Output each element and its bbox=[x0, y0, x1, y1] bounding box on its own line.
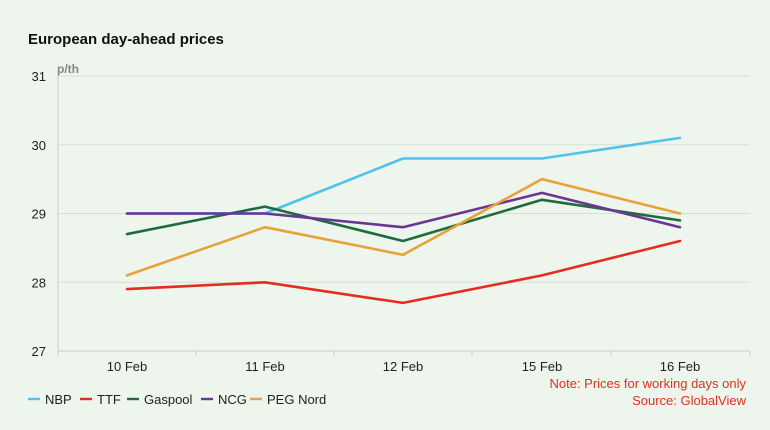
y-tick-label: 27 bbox=[32, 344, 46, 359]
legend-label: PEG Nord bbox=[267, 392, 326, 407]
y-unit-label: p/th bbox=[57, 62, 79, 76]
y-tick-label: 30 bbox=[32, 138, 46, 153]
y-tick-label: 29 bbox=[32, 207, 46, 222]
x-tick-label: 12 Feb bbox=[383, 359, 423, 374]
series-line-gaspool bbox=[125, 198, 682, 243]
x-tick-label: 11 Feb bbox=[245, 359, 285, 374]
legend-label: TTF bbox=[97, 392, 121, 407]
source-text: Source: GlobalView bbox=[632, 393, 747, 408]
x-tick-label: 15 Feb bbox=[522, 359, 562, 374]
series-line-ttf bbox=[125, 239, 682, 305]
series-line-peg-nord bbox=[125, 177, 682, 277]
legend-label: NCG bbox=[218, 392, 247, 407]
y-axis-tick-labels: 31 30 29 28 27 bbox=[32, 69, 46, 359]
note-text: Note: Prices for working days only bbox=[549, 376, 746, 391]
x-axis-tick-labels: 10 Feb 11 Feb 12 Feb 15 Feb 16 Feb bbox=[57, 351, 751, 374]
legend: NBP TTF Gaspool NCG PEG Nord bbox=[28, 392, 326, 407]
y-tick-label: 28 bbox=[32, 275, 46, 290]
y-tick-label: 31 bbox=[32, 69, 46, 84]
series-line-ncg bbox=[125, 191, 682, 229]
series-line-nbp bbox=[125, 136, 682, 215]
x-tick-label: 10 Feb bbox=[107, 359, 147, 374]
series-lines bbox=[125, 136, 682, 305]
chart-title: European day-ahead prices bbox=[28, 31, 224, 48]
legend-label: NBP bbox=[45, 392, 72, 407]
legend-label: Gaspool bbox=[144, 392, 193, 407]
x-tick-label: 16 Feb bbox=[660, 359, 700, 374]
